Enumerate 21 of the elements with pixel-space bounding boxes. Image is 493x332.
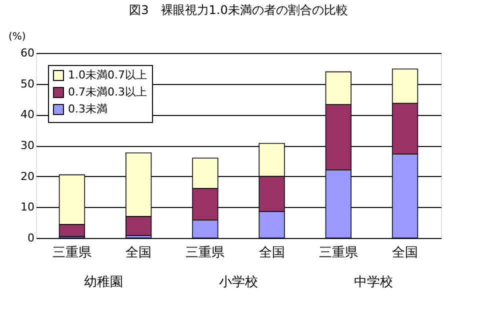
x-tick-label: 三重県: [186, 246, 225, 260]
y-axis-title: (%): [8, 32, 26, 42]
x-tick-label: 全国: [392, 246, 418, 260]
x-tick-label: 三重県: [318, 246, 358, 260]
chart-title: 図3 裸眼視力1.0未満の者の割合の比較: [129, 3, 348, 17]
y-tick-label: 50: [20, 77, 34, 90]
legend-label: 1.0未満0.7以上: [68, 68, 147, 82]
x-tick-label: 三重県: [52, 246, 92, 260]
y-tick-label: 10: [20, 200, 34, 214]
y-tick-label: 20: [20, 170, 34, 183]
y-tick-label: 0: [28, 232, 34, 244]
y-tick-label: 60: [20, 46, 34, 60]
y-tick-label: 30: [20, 139, 34, 152]
y-tick-label: 40: [20, 108, 34, 122]
legend-label: 0.3未満: [68, 102, 108, 116]
text: 小学校: [219, 275, 258, 290]
x-tick-label: 全国: [258, 246, 285, 260]
x-tick-label: 全国: [126, 246, 152, 260]
text: 中学校: [354, 275, 393, 290]
legend-label: 0.7未満0.3以上: [68, 86, 147, 98]
text: 幼稚園: [84, 275, 123, 290]
